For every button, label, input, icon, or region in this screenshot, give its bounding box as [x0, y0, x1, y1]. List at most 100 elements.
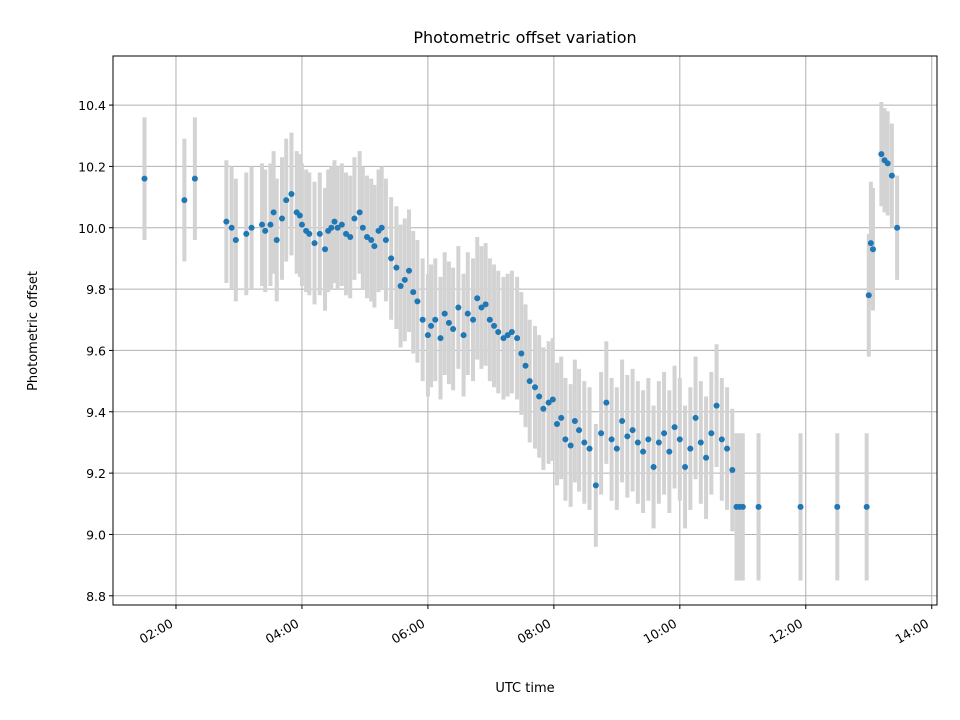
data-point — [424, 332, 431, 339]
data-point — [558, 414, 565, 421]
data-point — [474, 295, 481, 302]
data-point — [554, 421, 561, 428]
data-point — [562, 436, 569, 443]
data-point — [531, 384, 538, 391]
data-point — [288, 191, 295, 198]
data-point — [500, 335, 507, 342]
data-point — [645, 436, 652, 443]
data-point — [671, 424, 678, 431]
data-point — [567, 442, 574, 449]
data-point — [311, 240, 318, 247]
data-point — [306, 230, 313, 237]
data-point — [592, 482, 599, 489]
data-point — [666, 448, 673, 455]
data-point — [278, 215, 285, 222]
data-point — [460, 332, 467, 339]
y-tick-label: 10.0 — [78, 221, 106, 236]
data-point — [397, 283, 404, 290]
data-point — [410, 289, 417, 296]
data-point — [382, 237, 389, 244]
data-point — [495, 329, 502, 336]
data-point — [378, 224, 385, 231]
data-point — [571, 417, 578, 424]
data-point — [884, 160, 891, 167]
data-point — [888, 172, 895, 179]
data-point — [351, 215, 358, 222]
data-point — [243, 230, 250, 237]
data-point — [865, 292, 872, 299]
data-point — [708, 430, 715, 437]
data-point — [347, 233, 354, 240]
data-point — [273, 237, 280, 244]
data-point — [414, 298, 421, 305]
data-point — [697, 439, 704, 446]
data-point — [797, 503, 804, 510]
data-point — [724, 445, 731, 452]
data-point — [259, 221, 266, 228]
data-point — [867, 240, 874, 247]
data-point — [419, 316, 426, 323]
data-point — [262, 227, 269, 234]
data-point — [441, 310, 448, 317]
data-point — [228, 224, 235, 231]
data-point — [598, 430, 605, 437]
data-point — [692, 414, 699, 421]
data-point — [504, 332, 511, 339]
data-point — [331, 218, 338, 225]
data-point — [223, 218, 230, 225]
data-point — [581, 439, 588, 446]
data-point — [718, 436, 725, 443]
data-point — [141, 175, 148, 182]
data-point — [650, 463, 657, 470]
data-point — [687, 445, 694, 452]
data-point — [536, 393, 543, 400]
data-point — [682, 463, 689, 470]
data-point — [298, 221, 305, 228]
data-point — [270, 209, 277, 216]
data-point — [356, 209, 363, 216]
y-axis-label: Photometric offset — [26, 271, 41, 391]
data-point — [267, 221, 274, 228]
data-point — [491, 322, 498, 329]
data-point — [393, 264, 400, 271]
data-point — [450, 325, 457, 332]
data-point — [406, 267, 413, 274]
y-tick-label: 9.0 — [86, 527, 106, 542]
data-point — [191, 175, 198, 182]
x-axis-label: UTC time — [495, 681, 554, 696]
data-point — [863, 503, 870, 510]
data-point — [482, 301, 489, 308]
data-point — [703, 454, 710, 461]
data-point — [232, 237, 239, 244]
data-point — [640, 448, 647, 455]
y-tick-label: 9.8 — [86, 282, 106, 297]
y-tick-label: 9.6 — [86, 343, 106, 358]
data-point — [514, 335, 521, 342]
y-tick-label: 9.2 — [86, 466, 106, 481]
data-point — [359, 224, 366, 231]
data-point — [619, 417, 626, 424]
data-point — [334, 224, 341, 231]
data-point — [713, 402, 720, 409]
data-point — [676, 436, 683, 443]
data-point — [629, 427, 636, 434]
data-point — [486, 316, 493, 323]
data-point — [894, 224, 901, 231]
data-point — [540, 405, 547, 412]
data-point — [586, 445, 593, 452]
data-point — [661, 430, 668, 437]
data-point — [445, 319, 452, 326]
y-tick-label: 10.2 — [78, 159, 106, 174]
data-point — [401, 276, 408, 283]
data-point — [388, 255, 395, 262]
data-point — [322, 246, 329, 253]
data-point — [878, 151, 885, 158]
data-point — [455, 304, 462, 311]
data-point — [478, 304, 485, 311]
data-point — [729, 467, 736, 474]
data-point — [338, 221, 345, 228]
y-tick-label: 10.4 — [78, 98, 106, 113]
data-point — [470, 316, 477, 323]
data-point — [655, 439, 662, 446]
